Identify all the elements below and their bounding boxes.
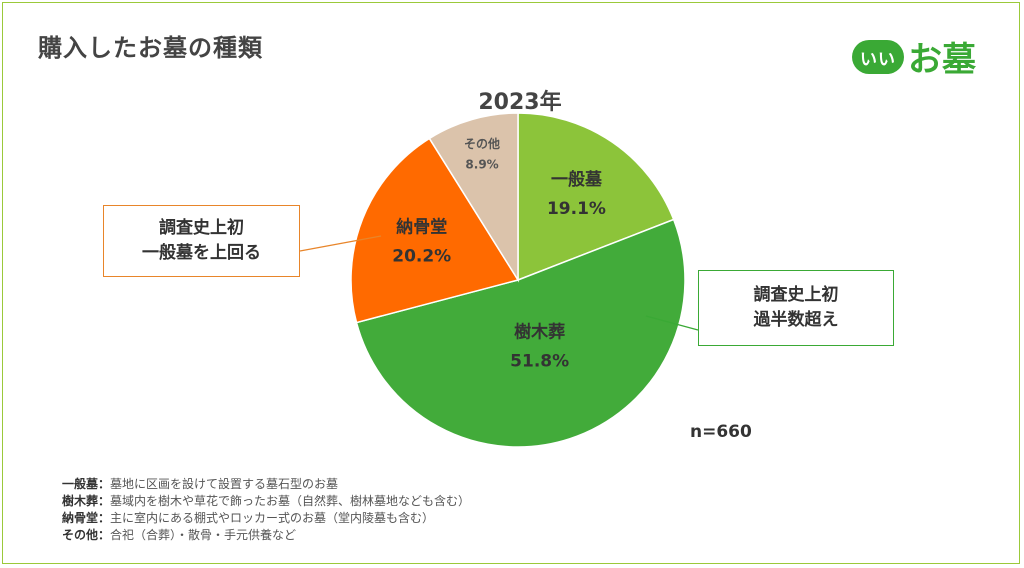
note-term: その他： xyxy=(62,528,111,542)
callout-right-line2: 過半数超え xyxy=(753,310,839,330)
slice-name-label: 一般墓 xyxy=(551,169,603,190)
brand-logo: いい お墓 xyxy=(852,38,982,80)
pie-slice xyxy=(350,137,520,324)
callout-left-pointer xyxy=(299,235,382,252)
note-term: 樹木葬： xyxy=(62,494,111,508)
chart-title: 2023年 xyxy=(478,90,562,115)
logo-text: お墓 xyxy=(908,40,976,80)
slice-name-label: その他 xyxy=(464,136,500,151)
note-row: 一般墓：墓地に区画を設けて設置する墓石型のお墓 xyxy=(62,476,470,493)
note-desc: 墓域内を樹木や草花で飾ったお墓（自然葬、樹林墓地なども含む） xyxy=(110,494,471,508)
note-desc: 墓地に区画を設けて設置する墓石型のお墓 xyxy=(110,477,339,491)
sample-size: n=660 xyxy=(690,422,752,442)
page-title: 購入したお墓の種類 xyxy=(38,34,263,62)
callout-right-pointer xyxy=(645,315,699,331)
slice-percent-label: 19.1% xyxy=(547,199,606,219)
logo-badge: いい xyxy=(852,40,904,74)
callout-jumokuso: 調査史上初 過半数超え xyxy=(698,270,894,346)
pie-slice xyxy=(428,112,519,283)
note-row: その他：合祀（合葬）・散骨・手元供養など xyxy=(62,527,470,544)
slice-percent-label: 8.9% xyxy=(465,158,498,172)
note-desc: 主に室内にある棚式やロッカー式のお墓（堂内陵墓も含む） xyxy=(110,511,435,525)
slice-percent-label: 20.2% xyxy=(392,246,451,266)
pie-slice xyxy=(517,112,675,282)
pie-slice xyxy=(355,218,686,448)
callout-right-line1: 調査史上初 xyxy=(753,284,839,305)
note-desc: 合祀（合葬）・散骨・手元供養など xyxy=(110,528,297,542)
note-term: 納骨堂： xyxy=(62,511,111,525)
slice-name-label: 樹木葬 xyxy=(514,321,565,342)
note-row: 樹木葬：墓域内を樹木や草花で飾ったお墓（自然葬、樹林墓地なども含む） xyxy=(62,493,470,510)
note-row: 納骨堂：主に室内にある棚式やロッカー式のお墓（堂内陵墓も含む） xyxy=(62,510,470,527)
definition-notes: 一般墓：墓地に区画を設けて設置する墓石型のお墓 樹木葬：墓域内を樹木や草花で飾っ… xyxy=(62,476,470,544)
note-term: 一般墓： xyxy=(62,477,111,491)
callout-nokotsudo: 調査史上初 一般墓を上回る xyxy=(103,205,300,277)
callout-left-line1: 調査史上初 xyxy=(159,217,244,238)
slice-percent-label: 51.8% xyxy=(510,351,569,371)
slice-name-label: 納骨堂 xyxy=(396,217,447,238)
callout-left-line2: 一般墓を上回る xyxy=(142,243,261,263)
